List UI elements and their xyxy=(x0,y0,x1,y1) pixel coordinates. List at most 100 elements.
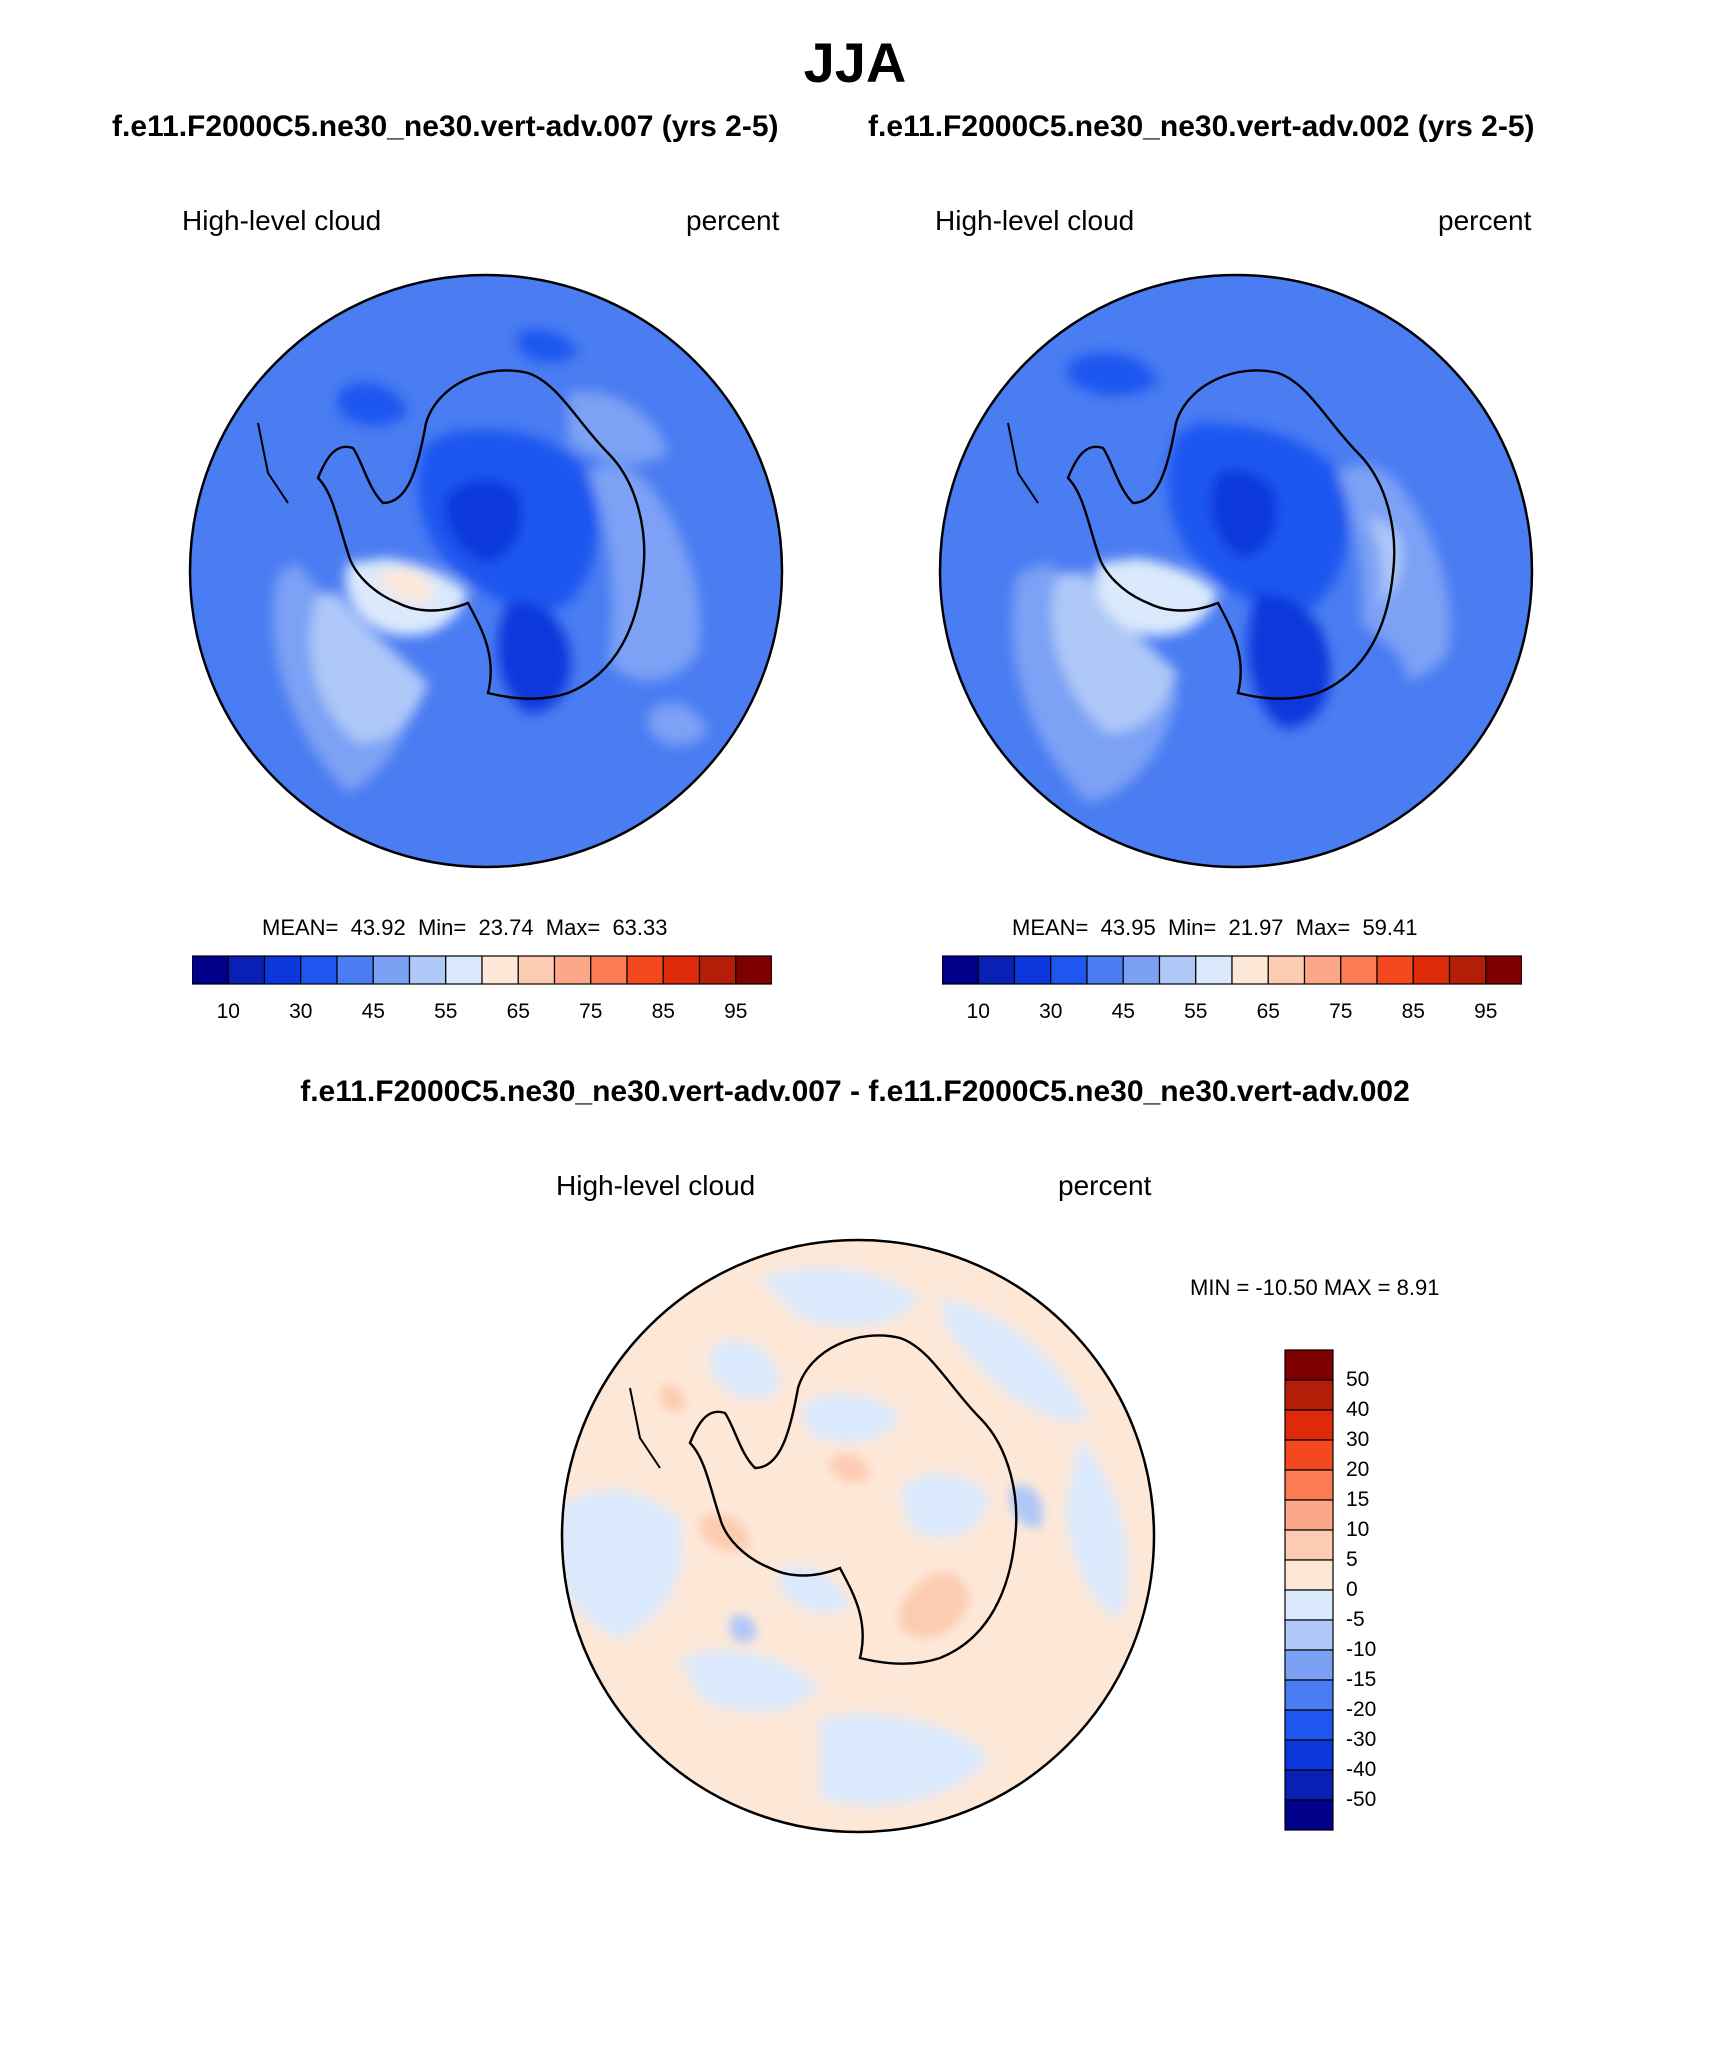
left-units-label: percent xyxy=(686,205,780,236)
diff-antarctica-coastline xyxy=(688,1334,1018,1665)
right-colorbar-tick-label: 85 xyxy=(1401,1000,1425,1023)
left-colorbar-tick-label: 45 xyxy=(361,1000,385,1023)
diff-colorbar-box xyxy=(1284,1709,1334,1741)
right-colorbar-box xyxy=(1376,955,1414,985)
left-colorbar-box xyxy=(227,955,266,985)
diff-units-label: percent xyxy=(1058,1170,1152,1201)
right-colorbar xyxy=(942,955,1522,985)
left-colorbar-box xyxy=(300,955,338,985)
right-colorbar-box xyxy=(1231,955,1269,985)
left-colorbar-tick-label: 55 xyxy=(434,1000,458,1023)
diff-colorbar-tick-label: 30 xyxy=(1346,1428,1370,1451)
right-colorbar-tick-label: 10 xyxy=(966,1000,990,1023)
right-colorbar-box xyxy=(1267,955,1306,985)
right-case-title: f.e11.F2000C5.ne30_ne30.vert-adv.002 (yr… xyxy=(868,110,1535,143)
diff-colorbar-box xyxy=(1284,1619,1334,1651)
right-polar-map xyxy=(938,273,1534,869)
right-colorbar-box xyxy=(1050,955,1088,985)
diff-colorbar-box xyxy=(1284,1379,1334,1411)
diff-colorbar-box xyxy=(1284,1439,1334,1471)
diff-colorbar-box xyxy=(1284,1409,1334,1441)
right-colorbar-box xyxy=(1485,955,1522,985)
diff-colorbar-tick-label: 10 xyxy=(1346,1518,1370,1541)
right-colorbar-box xyxy=(1303,955,1342,985)
left-colorbar-tick-label: 85 xyxy=(651,1000,675,1023)
right-colorbar-box xyxy=(942,955,979,985)
diff-variable-label: High-level cloud xyxy=(556,1170,756,1201)
left-peninsula-coast xyxy=(257,422,289,504)
left-colorbar-tick-label: 30 xyxy=(289,1000,313,1023)
main-title: JJA xyxy=(803,31,907,94)
diff-colorbar-box xyxy=(1284,1529,1334,1561)
right-antarctica-coastline xyxy=(1066,369,1396,700)
right-colorbar-box xyxy=(1195,955,1233,985)
diff-polar-map xyxy=(560,1238,1156,1834)
right-colorbar-box xyxy=(1013,955,1052,985)
right-colorbar-box xyxy=(1412,955,1451,985)
left-colorbar-box xyxy=(626,955,664,985)
diff-colorbar-tick-label: 20 xyxy=(1346,1458,1370,1481)
diff-colorbar-box xyxy=(1284,1469,1334,1501)
left-colorbar-box xyxy=(553,955,592,985)
right-colorbar-box xyxy=(977,955,1016,985)
diff-map-border xyxy=(560,1238,1156,1834)
diff-colorbar-tick-label: -10 xyxy=(1346,1638,1377,1661)
left-colorbar-tick-label: 10 xyxy=(216,1000,240,1023)
left-colorbar-box xyxy=(445,955,483,985)
diff-colorbar-tick-label: -30 xyxy=(1346,1728,1377,1751)
left-colorbar-tick-label: 65 xyxy=(506,1000,530,1023)
right-colorbar-box xyxy=(1158,955,1197,985)
diff-colorbar-box xyxy=(1284,1679,1334,1711)
right-colorbar-box xyxy=(1086,955,1124,985)
right-colorbar-tick-label: 65 xyxy=(1256,1000,1280,1023)
right-units-label: percent xyxy=(1438,205,1532,236)
right-colorbar-tick-label: 55 xyxy=(1184,1000,1208,1023)
right-peninsula-coast xyxy=(1007,422,1039,504)
left-colorbar-box xyxy=(735,955,772,985)
right-colorbar-tick-label: 75 xyxy=(1329,1000,1353,1023)
right-colorbar-box xyxy=(1122,955,1161,985)
right-region-pale xyxy=(1095,558,1218,636)
left-colorbar xyxy=(192,955,772,985)
diff-colorbar-box xyxy=(1284,1499,1334,1531)
diff-colorbar-box xyxy=(1284,1769,1334,1801)
left-variable-label: High-level cloud xyxy=(182,205,382,236)
diff-colorbar-tick-label: -15 xyxy=(1346,1668,1377,1691)
diff-colorbar-tick-label: 50 xyxy=(1346,1368,1370,1391)
diff-region-positive xyxy=(700,1514,750,1553)
diff-colorbar-box xyxy=(1284,1739,1334,1771)
left-colorbar-tick-label: 75 xyxy=(579,1000,603,1023)
right-colorbar-box xyxy=(1340,955,1378,985)
left-region-positive xyxy=(378,568,432,603)
diff-colorbar-box xyxy=(1284,1589,1334,1621)
diff-title: f.e11.F2000C5.ne30_ne30.vert-adv.007 - f… xyxy=(300,1075,1410,1108)
left-antarctica-coastline xyxy=(316,369,646,700)
left-colorbar-box xyxy=(192,955,229,985)
left-map-border xyxy=(188,273,784,869)
left-colorbar-box xyxy=(698,955,737,985)
diff-colorbar-tick-label: -40 xyxy=(1346,1758,1377,1781)
left-polar-map xyxy=(188,273,784,869)
right-stats: MEAN= 43.95 Min= 21.97 Max= 59.41 xyxy=(1012,915,1418,940)
left-colorbar-box xyxy=(336,955,374,985)
diff-colorbar-tick-label: 0 xyxy=(1346,1578,1358,1601)
left-colorbar-box xyxy=(372,955,411,985)
diff-colorbar-tick-label: -50 xyxy=(1346,1788,1377,1811)
left-case-title: f.e11.F2000C5.ne30_ne30.vert-adv.007 (yr… xyxy=(112,110,779,143)
diff-colorbar-box xyxy=(1284,1799,1334,1831)
right-colorbar-box xyxy=(1448,955,1487,985)
right-colorbar-tick-label: 45 xyxy=(1111,1000,1135,1023)
diff-colorbar-tick-label: 5 xyxy=(1346,1548,1358,1571)
right-variable-label: High-level cloud xyxy=(935,205,1135,236)
right-colorbar-tick-label: 30 xyxy=(1039,1000,1063,1023)
left-colorbar-box xyxy=(263,955,302,985)
diff-colorbar-box xyxy=(1284,1559,1334,1591)
diff-region-negative xyxy=(562,1489,683,1638)
left-colorbar-box xyxy=(408,955,447,985)
diff-colorbar-tick-label: 15 xyxy=(1346,1488,1370,1511)
diff-colorbar-tick-label: 40 xyxy=(1346,1398,1370,1421)
right-map-border xyxy=(938,273,1534,869)
left-colorbar-box xyxy=(517,955,556,985)
right-colorbar-tick-label: 95 xyxy=(1474,1000,1498,1023)
diff-colorbar-tick-label: -5 xyxy=(1346,1608,1365,1631)
